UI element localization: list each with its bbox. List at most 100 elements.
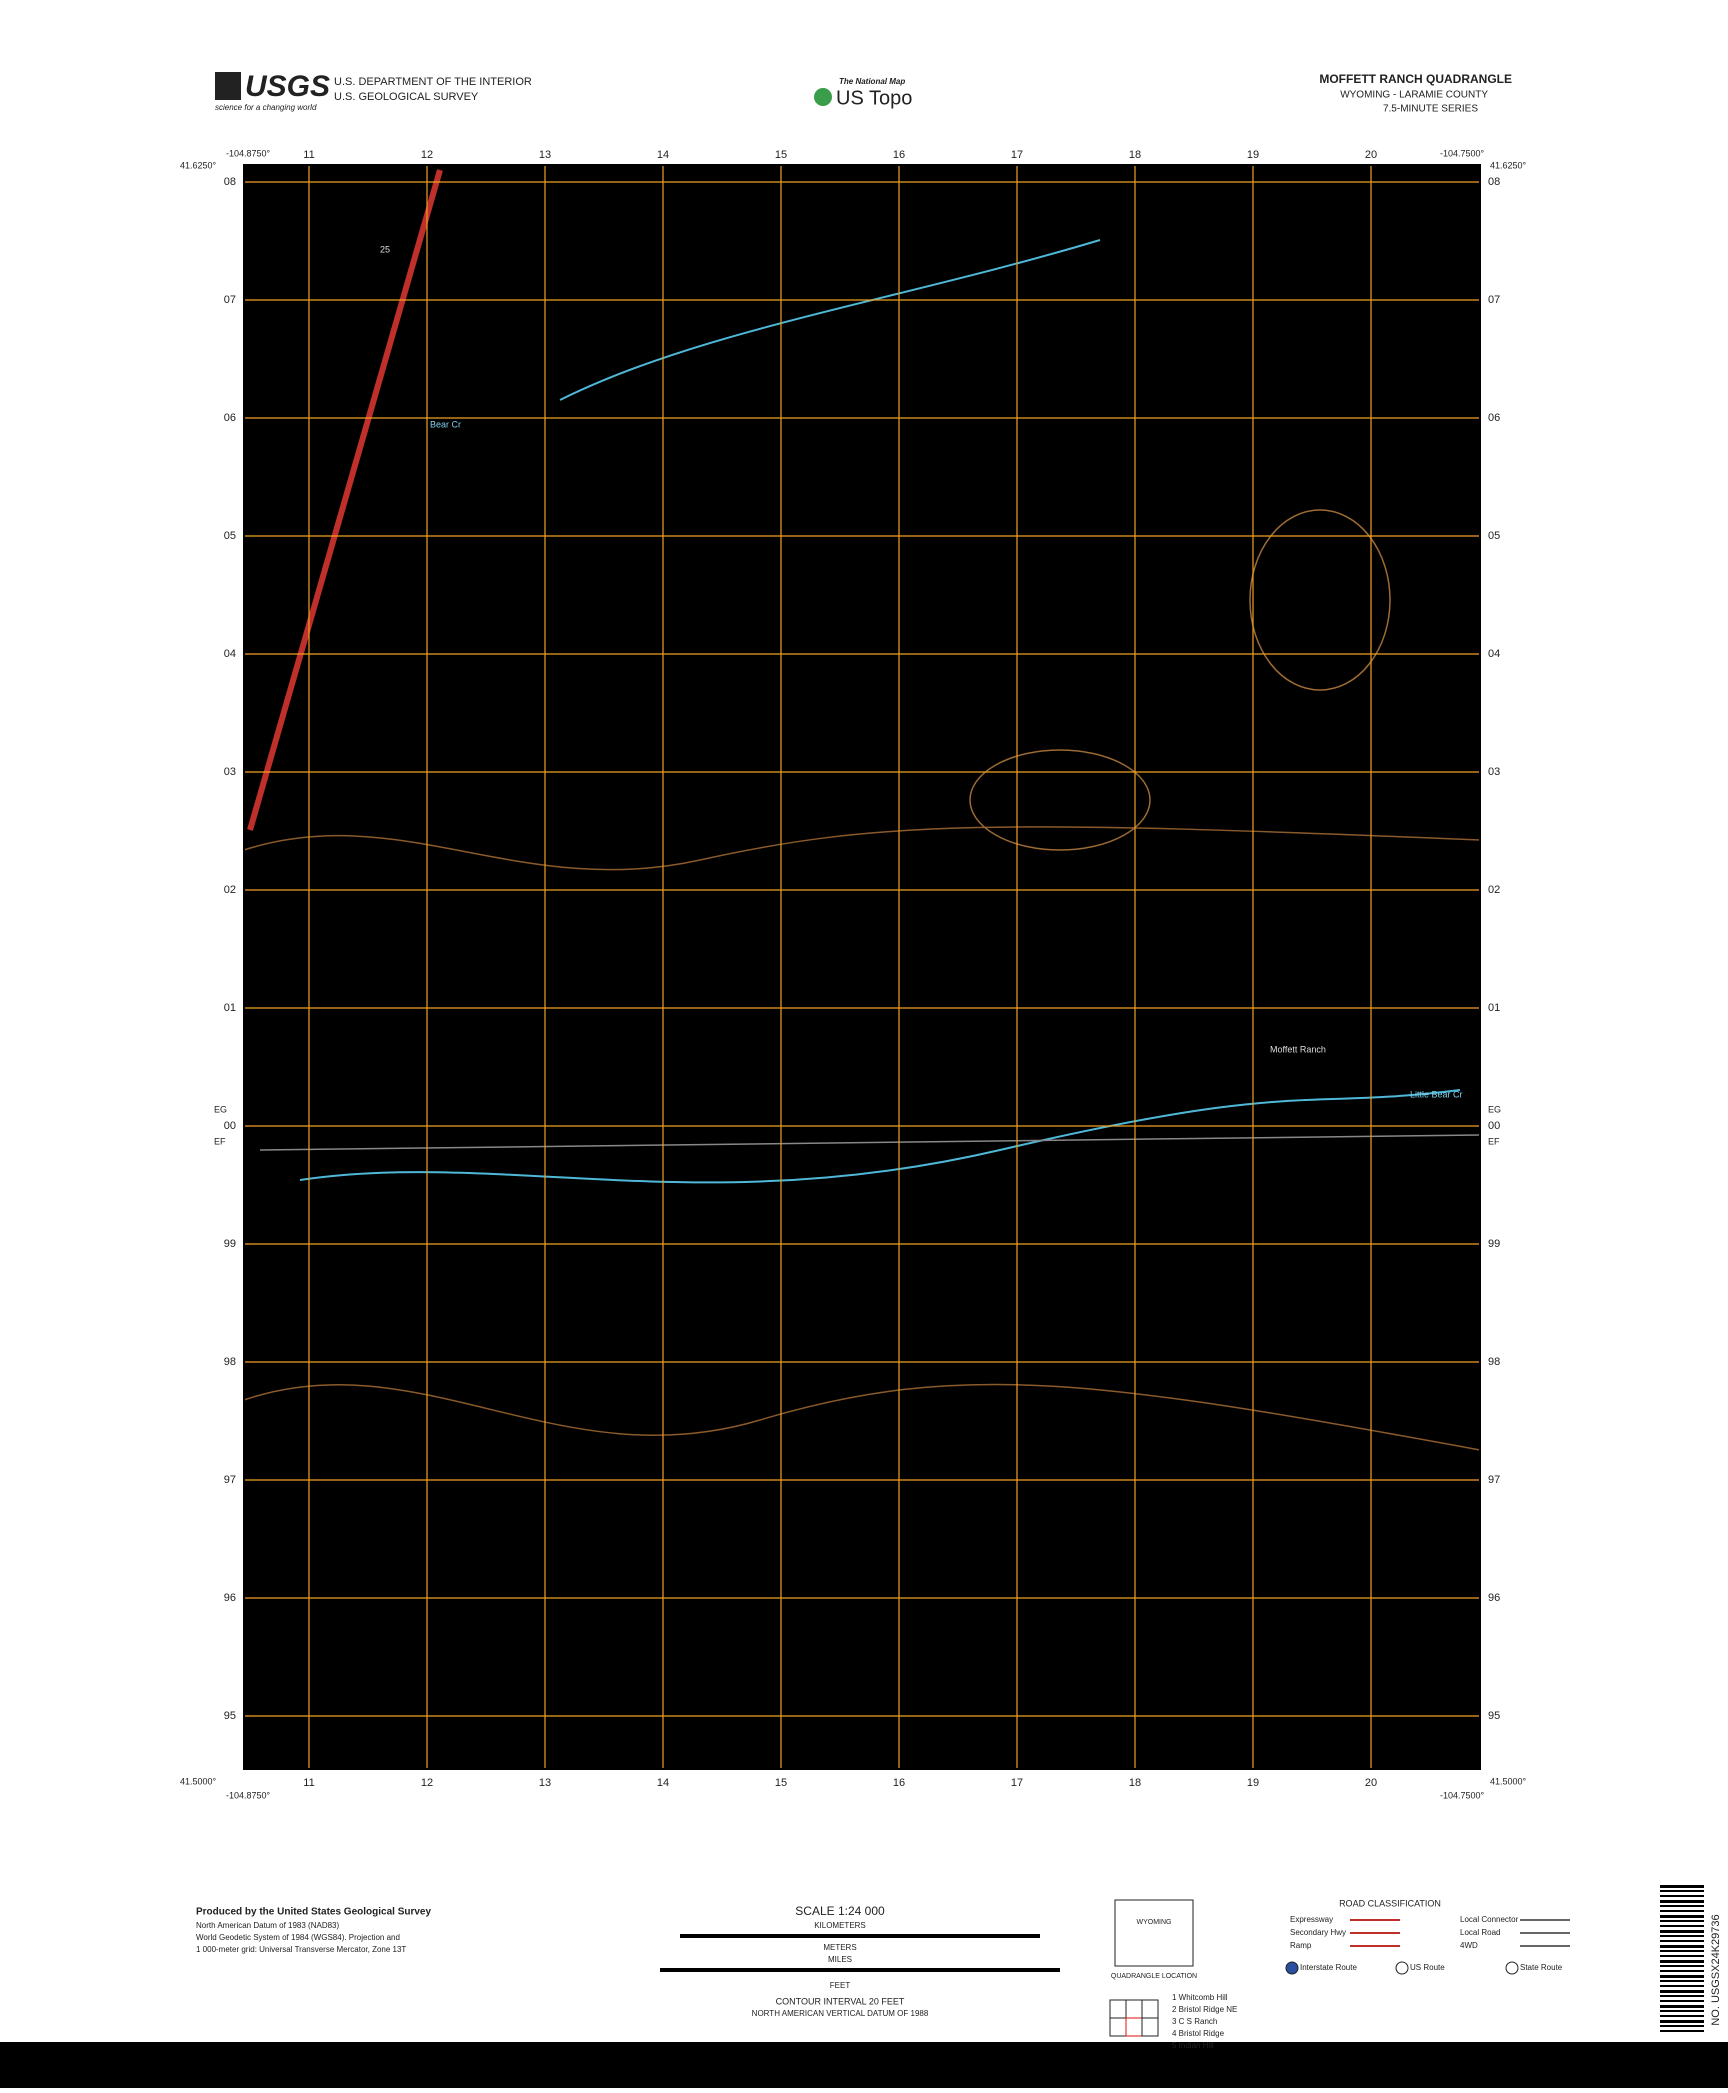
- corner: -104.8750°: [226, 1790, 271, 1800]
- corner: 41.6250°: [180, 160, 217, 170]
- northing-label: 98: [1488, 1356, 1500, 1368]
- easting-label: 18: [1129, 149, 1141, 161]
- easting-label: 14: [657, 1777, 669, 1789]
- adjoining-cell: [1109, 1999, 1127, 2019]
- grid: [244, 165, 1480, 1769]
- barcode-bar: [1660, 1945, 1704, 1948]
- zone-label: EF: [214, 1136, 226, 1146]
- adjoining-quad: 2 Bristol Ridge NE: [1172, 2005, 1237, 2014]
- corner: -104.7500°: [1440, 1790, 1485, 1800]
- barcode-bar: [1660, 1920, 1704, 1922]
- quad-title: MOFFETT RANCH QUADRANGLE: [1319, 72, 1512, 86]
- northing-label: 98: [224, 1356, 236, 1368]
- northing-label: 08: [224, 176, 236, 188]
- usgs-logo: USGS: [245, 70, 330, 103]
- easting-label: 11: [303, 149, 314, 161]
- us-topo: US Topo: [836, 87, 912, 109]
- topo-logo-mark: [814, 88, 832, 106]
- scale-bar: [680, 1934, 1040, 1938]
- produced-by: Produced by the United States Geological…: [196, 1907, 431, 1918]
- highway: [247, 169, 443, 831]
- barcode-bar: [1660, 2025, 1704, 2027]
- northing-label: 03: [1488, 766, 1500, 778]
- easting-label: 17: [1011, 149, 1023, 161]
- barcode-bar: [1660, 1960, 1704, 1963]
- northing-label: 05: [224, 530, 236, 542]
- adjoining-cell: [1109, 2017, 1127, 2037]
- scale-bar: [660, 1968, 1060, 1972]
- state-county: WYOMING - LARAMIE COUNTY: [1340, 90, 1488, 101]
- survey: U.S. GEOLOGICAL SURVEY: [334, 91, 479, 103]
- zone-label: EF: [1488, 1136, 1500, 1146]
- neatline: [243, 164, 1481, 1770]
- barcode-bar: [1660, 1900, 1704, 1903]
- zone-label: EG: [1488, 1104, 1501, 1114]
- road-type: Ramp: [1290, 1941, 1312, 1950]
- barcode-bar: [1660, 1925, 1704, 1927]
- state-name: WYOMING: [1137, 1919, 1172, 1926]
- road-type: 4WD: [1460, 1941, 1478, 1950]
- northing-label: 00: [224, 1120, 236, 1132]
- northing-label: 01: [1488, 1002, 1500, 1014]
- route-type: Interstate Route: [1300, 1963, 1357, 1972]
- route-shield: [1505, 1961, 1519, 1975]
- place-name: 25: [380, 244, 390, 254]
- adjoining-quad: 3 C S Ranch: [1172, 2017, 1217, 2026]
- scale-unit: FEET: [830, 1981, 851, 1990]
- northing-label: 07: [1488, 294, 1500, 306]
- easting-label: 16: [893, 1777, 905, 1789]
- barcode-bar: [1660, 2000, 1704, 2002]
- northing-label: 06: [224, 412, 236, 424]
- barcode-bar: [1660, 1975, 1704, 1978]
- barcode-bar: [1660, 1950, 1704, 1952]
- adjoining-quad: 1 Whitcomb Hill: [1172, 1993, 1228, 2002]
- road-type: Expressway: [1290, 1915, 1333, 1924]
- barcode-bar: [1660, 1905, 1704, 1907]
- credit: 1 000-meter grid: Universal Transverse M…: [196, 1945, 406, 1954]
- easting-label: 15: [775, 1777, 787, 1789]
- corner: 41.5000°: [1490, 1776, 1527, 1786]
- adjoining-cell: [1141, 1999, 1159, 2019]
- place-name: Little Bear Cr: [1410, 1089, 1463, 1099]
- contour: [243, 1383, 1481, 1451]
- stream: [299, 1089, 1461, 1184]
- corner: 41.6250°: [1490, 160, 1527, 170]
- barcode-text: NO. USGSX24K29736: [1710, 1914, 1722, 2025]
- barcode-bar: [1660, 1995, 1704, 1997]
- northing-label: 06: [1488, 412, 1500, 424]
- corner: 41.5000°: [180, 1776, 217, 1786]
- northing-label: 04: [1488, 648, 1500, 660]
- northing-label: 97: [224, 1474, 236, 1486]
- scale-unit: METERS: [823, 1943, 856, 1952]
- northing-label: 05: [1488, 530, 1500, 542]
- northing-label: 95: [1488, 1710, 1500, 1722]
- vertical-datum: NORTH AMERICAN VERTICAL DATUM OF 1988: [752, 2009, 929, 2018]
- series: 7.5-MINUTE SERIES: [1383, 104, 1478, 115]
- barcode-bar: [1660, 2005, 1704, 2008]
- route-shield: [1395, 1961, 1409, 1975]
- credit: World Geodetic System of 1984 (WGS84). P…: [196, 1933, 400, 1942]
- barcode-bar: [1660, 1935, 1704, 1937]
- zone-label: EG: [214, 1104, 227, 1114]
- quad-location: QUADRANGLE LOCATION: [1111, 1973, 1197, 1980]
- route-type: US Route: [1410, 1963, 1445, 1972]
- easting-label: 20: [1365, 1777, 1377, 1789]
- road-type: Secondary Hwy: [1290, 1928, 1346, 1937]
- adjoining-quad: 4 Bristol Ridge: [1172, 2029, 1225, 2038]
- easting-label: 16: [893, 149, 905, 161]
- easting-label: 18: [1129, 1777, 1141, 1789]
- state-outline: [1114, 1899, 1194, 1967]
- northing-label: 01: [224, 1002, 236, 1014]
- contour: [969, 749, 1151, 851]
- barcode-bar: [1660, 1930, 1704, 1933]
- northing-label: 02: [1488, 884, 1500, 896]
- barcode-bar: [1660, 1980, 1704, 1982]
- road: [259, 1134, 1481, 1151]
- usgs-logo-mark: [215, 72, 241, 100]
- corner: -104.7500°: [1440, 148, 1485, 158]
- national-map: The National Map: [839, 77, 905, 86]
- route-shield: [1285, 1961, 1299, 1975]
- bottom-bar: [0, 2042, 1728, 2088]
- barcode-bar: [1660, 1990, 1704, 1993]
